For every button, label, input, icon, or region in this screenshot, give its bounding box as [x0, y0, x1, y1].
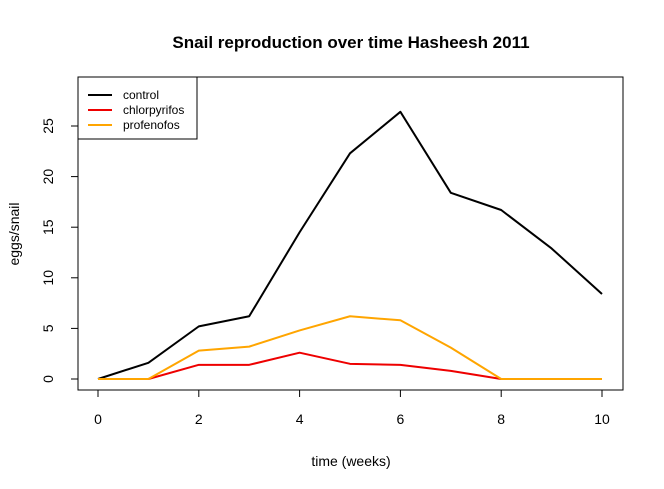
y-tick-label: 5: [40, 324, 56, 332]
y-axis-label: eggs/snail: [6, 202, 22, 265]
x-axis-label: time (weeks): [311, 453, 390, 469]
y-tick-label: 0: [40, 375, 56, 383]
legend-label-control: control: [123, 88, 159, 102]
legend-label-profenofos: profenofos: [123, 118, 180, 132]
series-layer: [97, 110, 603, 380]
legend-label-chlorpyrifos: chlorpyrifos: [123, 103, 184, 117]
x-tick-label: 4: [296, 411, 304, 427]
x-axis: 0 2 4 6 8 10: [94, 389, 610, 427]
x-tick-label: 2: [195, 411, 203, 427]
x-tick-label: 10: [594, 411, 610, 427]
y-tick-label: 15: [40, 219, 56, 235]
y-tick-label: 25: [40, 118, 56, 134]
y-axis: 0 5 10 15 20 25: [40, 118, 79, 383]
x-tick-label: 0: [94, 411, 102, 427]
x-tick-label: 8: [497, 411, 505, 427]
y-tick-label: 10: [40, 270, 56, 286]
y-tick-label: 20: [40, 169, 56, 185]
series-line-profenofos: [98, 315, 602, 380]
legend-box: [77, 76, 198, 140]
chart-title: Snail reproduction over time Hasheesh 20…: [172, 33, 529, 52]
x-tick-label: 6: [397, 411, 405, 427]
series-line-control: [97, 110, 603, 380]
